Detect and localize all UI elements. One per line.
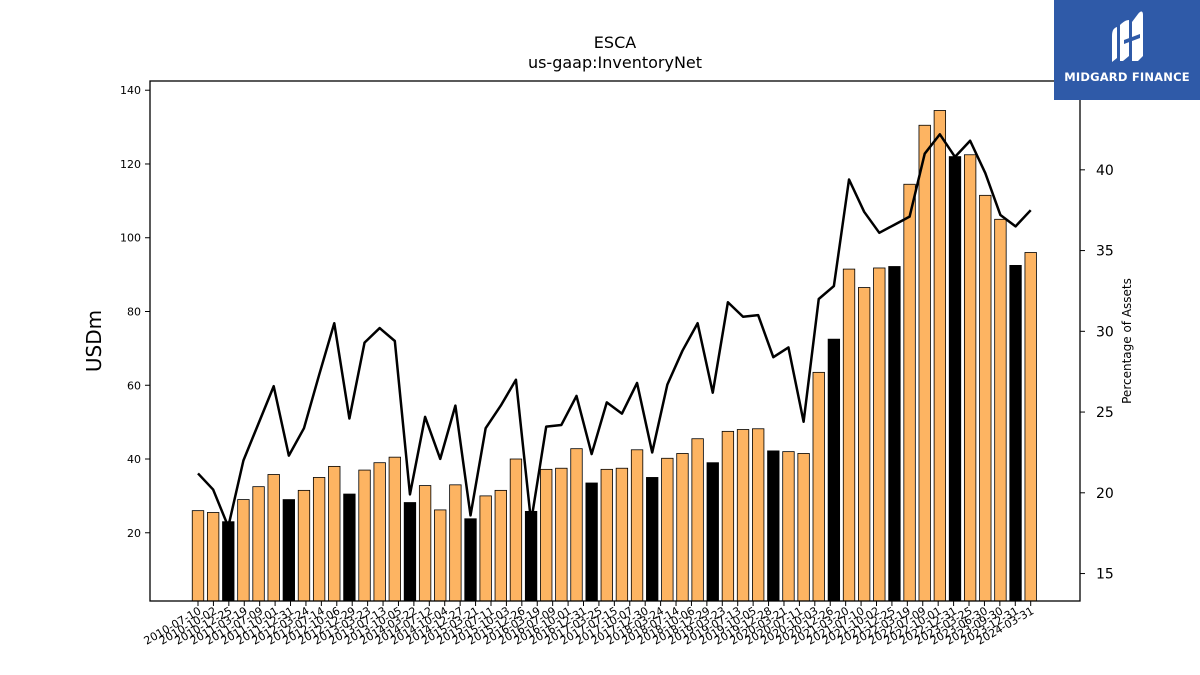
- plot-frame: [149, 80, 1081, 602]
- bar: [267, 474, 280, 602]
- line-series: [197, 133, 1032, 528]
- y-tick-label: 140: [120, 84, 141, 97]
- y2-tick-label: 20: [1096, 486, 1114, 502]
- y-tick-label: 60: [127, 379, 141, 392]
- bar: [963, 154, 977, 602]
- bar: [206, 512, 220, 602]
- bar: [948, 156, 962, 602]
- bar: [827, 338, 841, 602]
- bar: [767, 450, 780, 602]
- bar: [736, 429, 750, 602]
- bar: [540, 468, 553, 602]
- y-tick-label: 20: [127, 527, 141, 540]
- bar: [222, 521, 235, 602]
- bar: [797, 453, 810, 602]
- logo-text: MIDGARD FINANCE: [1064, 70, 1190, 84]
- y-tick-label: 120: [120, 158, 141, 171]
- bar: [782, 451, 795, 602]
- bar: [661, 457, 674, 602]
- bar: [282, 499, 295, 602]
- bar: [524, 510, 538, 602]
- chart-title: ESCA: [594, 33, 636, 52]
- bar: [373, 462, 386, 602]
- y2-axis-label: Percentage of Assets: [1120, 278, 1134, 404]
- bar: [933, 110, 947, 602]
- bar: [691, 438, 704, 602]
- bar: [1009, 264, 1022, 602]
- bar: [312, 477, 326, 602]
- y2-tick-label: 30: [1096, 324, 1114, 340]
- bar: [418, 485, 432, 602]
- bar: [1024, 252, 1037, 602]
- bar: [721, 430, 735, 602]
- y-axis-label: USDm: [82, 310, 106, 372]
- axes: 204060801001201401520253035402010-07-102…: [120, 80, 1114, 648]
- y-tick-label: 100: [120, 232, 141, 245]
- bar: [979, 194, 992, 602]
- bar: [434, 509, 447, 602]
- bar: [509, 458, 523, 602]
- bar: [343, 493, 356, 602]
- bar: [994, 218, 1007, 602]
- bar: [918, 124, 931, 602]
- bar: [297, 489, 311, 602]
- percentage-line: [197, 133, 1032, 528]
- bar: [388, 456, 401, 602]
- bar: [706, 462, 719, 602]
- y2-tick-label: 25: [1096, 405, 1114, 421]
- bar: [464, 518, 477, 602]
- y2-tick-label: 15: [1096, 567, 1114, 583]
- y-tick-label: 40: [127, 453, 141, 466]
- bar: [479, 495, 492, 602]
- bar: [858, 287, 871, 602]
- bar: [555, 467, 568, 602]
- chart-subtitle: us-gaap:InventoryNet: [528, 53, 702, 72]
- bar: [676, 453, 689, 602]
- bar: [585, 482, 598, 602]
- bar: [328, 465, 341, 602]
- bar: [615, 467, 629, 602]
- bar: [191, 510, 205, 602]
- bar: [842, 268, 856, 602]
- bar: [403, 502, 417, 602]
- y2-tick-label: 40: [1096, 163, 1114, 179]
- bar: [630, 449, 644, 602]
- bar: [812, 371, 825, 602]
- bar: [494, 489, 507, 602]
- bar: [888, 266, 901, 602]
- midgard-finance-logo: MIDGARD FINANCE: [1054, 0, 1200, 100]
- y-tick-label: 80: [127, 305, 141, 318]
- y2-tick-label: 35: [1096, 244, 1114, 260]
- bar: [252, 486, 265, 602]
- bar: [600, 468, 613, 602]
- midgard-logo-mark-icon: [1112, 11, 1143, 62]
- bar: [646, 477, 659, 602]
- bar: [570, 448, 583, 602]
- bar: [358, 469, 371, 602]
- bar: [873, 267, 886, 602]
- bar: [237, 499, 250, 602]
- bar: [449, 484, 462, 602]
- bar: [752, 428, 765, 602]
- bar-series: [191, 110, 1037, 602]
- bar: [903, 183, 916, 602]
